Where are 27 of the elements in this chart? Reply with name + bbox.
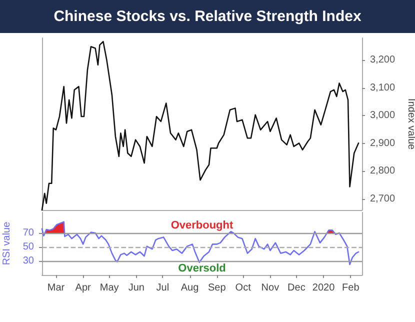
x-tick-label: Jun <box>128 282 144 294</box>
y-tick-label: 3,000 <box>370 110 396 122</box>
x-tick-label: Mar <box>47 282 66 294</box>
y-axis-title: RSI value <box>1 221 12 266</box>
y-tick-label: 70 <box>22 228 34 238</box>
x-tick-label: May <box>100 282 119 294</box>
line-series <box>41 221 360 266</box>
x-tick-label: Oct <box>235 282 252 294</box>
y-tick-label: 2,900 <box>370 138 396 149</box>
y-tick-label: 50 <box>22 242 34 252</box>
line-series <box>41 40 360 211</box>
x-tick-label: Apr <box>75 282 92 294</box>
y-tick-label: 2,700 <box>370 193 396 204</box>
x-tick-label: Dec <box>288 282 306 294</box>
ref-line-label: Oversold <box>178 262 226 274</box>
chart-title: Chinese Stocks vs. Relative Strength Index <box>0 0 415 33</box>
x-tick-label: Aug <box>180 282 199 294</box>
x-tick-label: Nov <box>261 282 280 294</box>
x-tick-label: 2020 <box>312 282 336 294</box>
x-tick-label: Sep <box>208 282 226 294</box>
x-tick-label: Jul <box>156 282 170 294</box>
y-tick-label: 3,200 <box>370 54 396 66</box>
ref-line-label: Overbought <box>170 220 234 232</box>
x-tick-label: Feb <box>342 282 360 294</box>
y-tick-label: 2,800 <box>370 166 396 177</box>
y-tick-label: 30 <box>22 256 34 266</box>
y-tick-label: 3,100 <box>370 82 396 94</box>
